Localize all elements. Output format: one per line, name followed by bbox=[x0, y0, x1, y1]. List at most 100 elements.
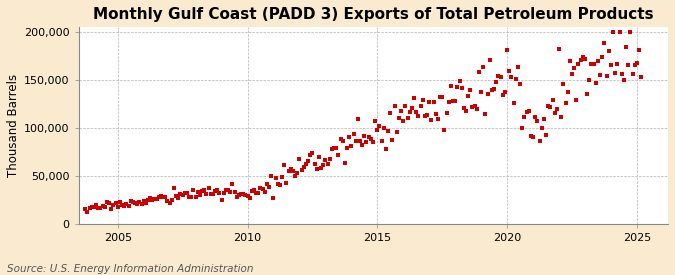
Point bbox=[117, 203, 128, 208]
Point bbox=[259, 190, 270, 194]
Point bbox=[502, 47, 512, 52]
Point bbox=[582, 92, 593, 96]
Title: Monthly Gulf Coast (PADD 3) Exports of Total Petroleum Products: Monthly Gulf Coast (PADD 3) Exports of T… bbox=[93, 7, 653, 22]
Point bbox=[426, 117, 437, 122]
Point bbox=[130, 201, 140, 206]
Point bbox=[616, 72, 627, 76]
Point bbox=[142, 197, 153, 202]
Point bbox=[212, 188, 223, 192]
Point bbox=[368, 140, 379, 144]
Point bbox=[277, 175, 288, 180]
Point bbox=[573, 62, 584, 67]
Point bbox=[188, 188, 199, 193]
Point bbox=[545, 105, 556, 109]
Point bbox=[554, 46, 564, 51]
Point bbox=[452, 85, 463, 89]
Point bbox=[134, 199, 144, 204]
Point bbox=[417, 98, 428, 103]
Point bbox=[433, 116, 443, 121]
Point bbox=[333, 153, 344, 158]
Point bbox=[186, 194, 196, 199]
Point bbox=[465, 88, 476, 92]
Point bbox=[162, 199, 173, 203]
Point bbox=[632, 61, 643, 66]
Point bbox=[232, 194, 242, 199]
Point bbox=[495, 75, 506, 79]
Point bbox=[88, 204, 99, 209]
Point bbox=[342, 146, 352, 150]
Point bbox=[508, 101, 519, 105]
Point bbox=[288, 169, 298, 173]
Point bbox=[571, 98, 582, 102]
Point bbox=[136, 202, 147, 207]
Point bbox=[238, 192, 248, 196]
Point bbox=[273, 182, 284, 186]
Point bbox=[359, 134, 370, 138]
Point bbox=[246, 188, 257, 193]
Point bbox=[266, 174, 277, 178]
Point bbox=[381, 147, 392, 152]
Point bbox=[309, 162, 320, 166]
Point bbox=[248, 188, 259, 192]
Point bbox=[155, 194, 166, 199]
Point bbox=[196, 189, 207, 193]
Point bbox=[281, 181, 292, 185]
Point bbox=[621, 45, 632, 49]
Point bbox=[101, 200, 112, 204]
Point bbox=[180, 191, 190, 196]
Point bbox=[558, 82, 569, 86]
Point bbox=[539, 117, 549, 122]
Point bbox=[348, 131, 359, 136]
Point bbox=[586, 61, 597, 66]
Point bbox=[450, 99, 460, 103]
Point bbox=[199, 188, 210, 192]
Point bbox=[523, 109, 534, 114]
Point bbox=[97, 204, 108, 209]
Point bbox=[106, 206, 117, 211]
Point bbox=[424, 100, 435, 104]
Point bbox=[164, 201, 175, 205]
Point bbox=[205, 191, 216, 196]
Point bbox=[126, 199, 136, 203]
Point bbox=[437, 95, 448, 100]
Point bbox=[190, 194, 201, 199]
Point bbox=[517, 126, 528, 131]
Point bbox=[298, 164, 309, 169]
Point bbox=[547, 98, 558, 102]
Point bbox=[376, 139, 387, 144]
Point bbox=[514, 82, 525, 87]
Point bbox=[636, 75, 647, 80]
Point bbox=[588, 62, 599, 66]
Point bbox=[392, 130, 402, 135]
Point bbox=[171, 194, 182, 198]
Point bbox=[562, 90, 573, 94]
Point bbox=[428, 100, 439, 104]
Point bbox=[458, 106, 469, 111]
Point bbox=[264, 185, 275, 189]
Point bbox=[541, 133, 551, 137]
Point bbox=[166, 198, 177, 202]
Point bbox=[207, 191, 218, 196]
Point bbox=[147, 198, 158, 202]
Point bbox=[379, 125, 389, 130]
Point bbox=[506, 75, 517, 79]
Point bbox=[560, 100, 571, 105]
Point bbox=[614, 30, 625, 34]
Point bbox=[623, 63, 634, 68]
Point bbox=[194, 192, 205, 197]
Point bbox=[577, 55, 588, 59]
Point bbox=[149, 197, 160, 202]
Point bbox=[338, 139, 348, 143]
Point bbox=[456, 86, 467, 90]
Point bbox=[394, 116, 404, 120]
Point bbox=[634, 48, 645, 52]
Point bbox=[192, 190, 203, 195]
Point bbox=[556, 115, 566, 119]
Point bbox=[255, 186, 266, 190]
Point bbox=[625, 30, 636, 34]
Point bbox=[322, 162, 333, 166]
Point bbox=[361, 139, 372, 144]
Point bbox=[244, 196, 255, 200]
Point bbox=[229, 189, 240, 194]
Point bbox=[335, 137, 346, 142]
